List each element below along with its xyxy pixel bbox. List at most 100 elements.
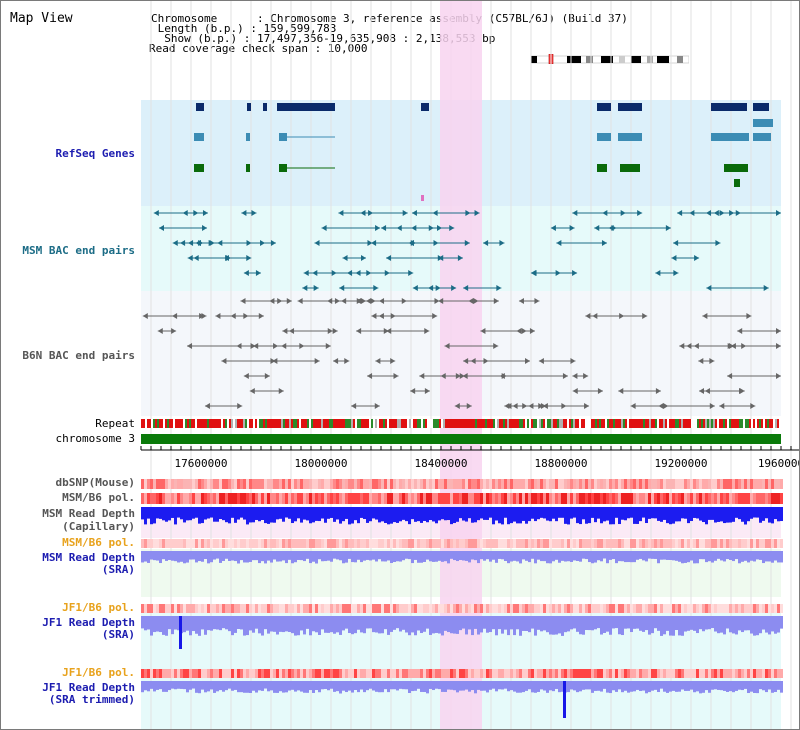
polymorphism-cell [186,604,189,613]
repeat-segment [289,419,291,428]
read-depth-bar [444,551,447,562]
read-depth-bar [438,507,441,521]
repeat-segment [751,419,753,428]
polymorphism-cell [204,493,207,504]
read-depth-bar [273,551,276,560]
repeat-segment [527,419,529,428]
read-depth-bar [660,681,663,689]
polymorphism-cell [699,604,702,613]
polymorphism-cell [315,669,318,678]
repeat-segment [403,419,405,428]
read-depth-bar [672,551,675,561]
repeat-segment [439,419,441,428]
read-depth-bar [567,507,570,525]
polymorphism-cell [174,539,177,548]
polymorphism-cell [471,479,474,489]
polymorphism-cell [351,493,354,504]
read-depth-bar [237,681,240,693]
repeat-segment [249,419,251,428]
polymorphism-cell [459,604,462,613]
read-depth-bar [513,681,516,692]
repeat-segment [203,419,205,428]
bac-end-marker [474,210,480,216]
polymorphism-cell [255,493,258,504]
polymorphism-cell [273,604,276,613]
polymorphism-cell [237,493,240,504]
polymorphism-cell [312,669,315,678]
polymorphism-cell [642,479,645,489]
read-depth-bar [489,551,492,562]
read-depth-bar [363,616,366,634]
polymorphism-cell [603,669,606,678]
polymorphism-cell [609,669,612,678]
polymorphism-cell [531,604,534,613]
read-depth-bar [633,507,636,524]
polymorphism-cell [450,539,453,548]
repeat-segment [411,419,413,428]
repeat-segment [765,419,767,428]
polymorphism-cell [693,493,696,504]
polymorphism-cell [180,493,183,504]
polymorphism-cell [552,493,555,504]
polymorphism-cell [171,669,174,678]
polymorphism-cell [480,479,483,489]
repeat-segment [579,419,581,428]
polymorphism-cell [339,604,342,613]
polymorphism-cell [468,493,471,504]
read-depth-bar [312,507,315,523]
read-depth-bar [399,681,402,689]
bac-end-marker [584,403,590,409]
polymorphism-cell [621,479,624,489]
read-depth-bar [312,551,315,562]
read-depth-bar [777,507,780,522]
polymorphism-cell [243,604,246,613]
polymorphism-cell [459,669,462,678]
polymorphism-cell [648,479,651,489]
polymorphism-cell [459,539,462,548]
bac-end-marker [182,210,188,216]
repeat-segment [705,419,707,428]
bac-end-marker [370,298,376,304]
polymorphism-cell [444,539,447,548]
read-depth-bar [528,616,531,633]
repeat-segment [305,419,307,428]
repeat-segment [473,419,475,428]
read-depth-bar [567,616,570,632]
read-depth-bar [312,681,315,693]
repeat-segment [227,419,229,428]
read-depth-bar [441,507,444,520]
polymorphism-cell [234,604,237,613]
polymorphism-cell [288,493,291,504]
read-depth-bar [609,551,612,560]
polymorphism-cell [285,669,288,678]
polymorphism-cell [408,669,411,678]
read-depth-bar [699,681,702,694]
repeat-segment [573,419,575,428]
polymorphism-cell [570,479,573,489]
read-depth-bar [507,616,510,636]
polymorphism-cell [732,479,735,489]
bac-end-marker [746,313,752,319]
read-depth-bar [141,616,144,629]
repeat-segment [237,419,239,428]
polymorphism-cell [669,604,672,613]
read-depth-bar [780,507,783,522]
polymorphism-cell [351,669,354,678]
read-depth-bar [246,616,249,636]
polymorphism-cell [480,493,483,504]
polymorphism-cell [510,669,513,678]
polymorphism-cell [165,493,168,504]
read-depth-bar [696,681,699,692]
polymorphism-cell [453,493,456,504]
polymorphism-cell [213,479,216,489]
read-depth-bar [273,681,276,693]
polymorphism-cell [708,493,711,504]
polymorphism-cell [765,669,768,678]
polymorphism-cell [462,604,465,613]
bac-end-marker [704,388,710,394]
polymorphism-cell [153,493,156,504]
read-depth-bar [627,616,630,629]
bac-end-marker [386,255,392,261]
read-depth-bar [534,507,537,522]
